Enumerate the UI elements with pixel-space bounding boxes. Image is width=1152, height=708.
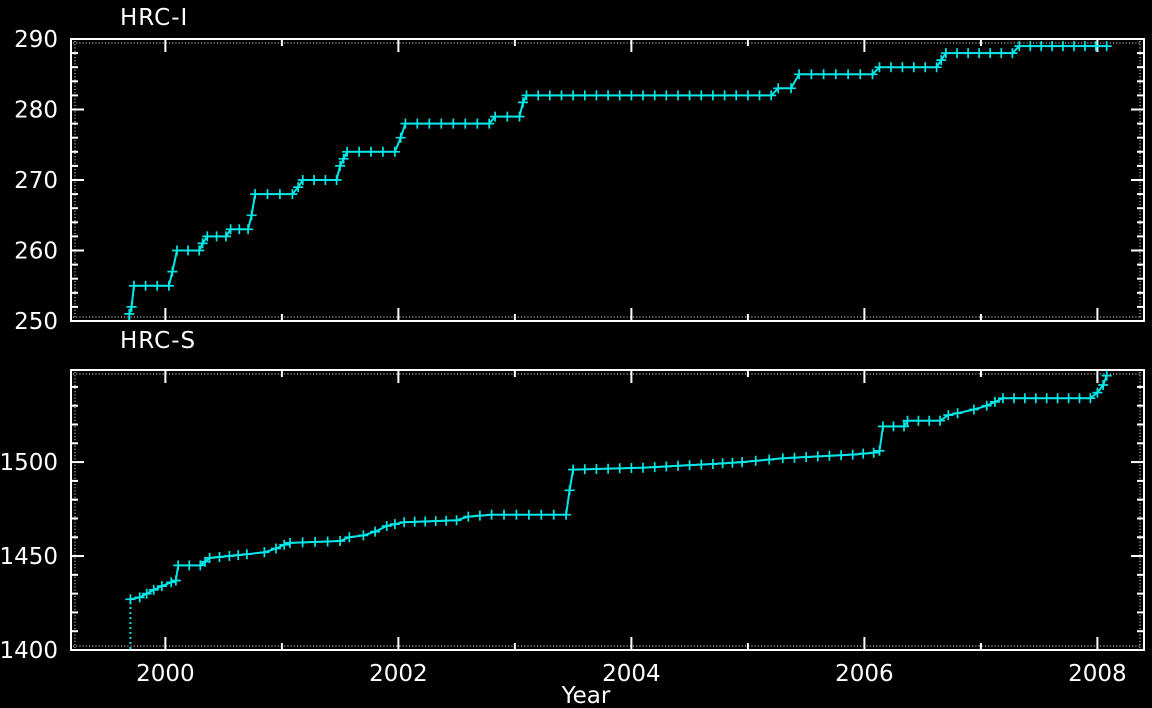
y-tick-label: 260 [14, 239, 58, 265]
panel-hrc-s: 1400 1450 1500 2000 2002 2004 2006 2008 [0, 369, 1145, 687]
x-tick-label: 2004 [602, 661, 661, 687]
panel-title-hrc-i: HRC-I [120, 5, 189, 31]
data-series-hrc-i [128, 45, 1107, 315]
data-markers-hrc-s [125, 370, 1112, 605]
x-tick-label: 2006 [835, 661, 894, 687]
y-tick-label: 280 [14, 98, 58, 124]
y-tick-label: 290 [14, 27, 58, 53]
panel-frame [70, 369, 1145, 651]
y-tick-label: 1450 [0, 544, 58, 570]
y-tick-label: 1400 [0, 638, 58, 664]
y-tick-label: 1500 [0, 450, 58, 476]
y-tick-label: 270 [14, 168, 58, 194]
x-tick-label: 2002 [369, 661, 428, 687]
x-tick-label: 2000 [136, 661, 195, 687]
x-tick-label: 2008 [1068, 661, 1127, 687]
panel-title-hrc-s: HRC-S [120, 328, 197, 354]
panel-frame [70, 38, 1145, 322]
x-axis-label: Year [561, 683, 611, 708]
y-tick-label: 250 [14, 309, 58, 335]
panel-hrc-i: 250 260 270 280 290 [14, 27, 1145, 335]
data-markers-hrc-i [124, 41, 1112, 319]
data-series-hrc-s [130, 375, 1108, 601]
